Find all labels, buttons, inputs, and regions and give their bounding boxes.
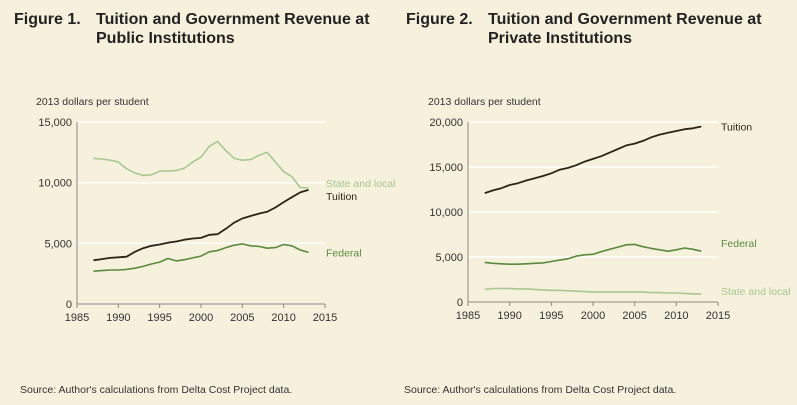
figure-2-title-line1: Tuition and Government Revenue at — [488, 11, 762, 28]
figure-1-source: Source: Author's calculations from Delta… — [20, 384, 293, 396]
series-line-tuition — [484, 125, 702, 194]
chart-2: 0 5,000 10,000 15,000 20,000 1985 1990 1995 2000… — [429, 117, 790, 322]
y-tick-label-20000: 20,000 — [429, 117, 463, 129]
x-tick-label-2005: 2005 — [622, 310, 646, 322]
x-tick-label-2005: 2005 — [230, 312, 254, 324]
figure-2-title-line2: Private Institutions — [488, 30, 633, 47]
series-label-tuition: Tuition — [721, 122, 752, 134]
x-tick-label-2010: 2010 — [271, 312, 295, 324]
figure-1-unit-label: 2013 dollars per student — [36, 96, 149, 108]
figure-1-title-line2: Public Institutions — [96, 30, 235, 47]
x-tick-label-1985: 1985 — [456, 310, 480, 322]
figure-1-title: Figure 1. Tuition and Government Revenue … — [14, 10, 370, 48]
x-tick-label-1995: 1995 — [539, 310, 563, 322]
y-tick-label-10000: 10,000 — [429, 207, 463, 219]
figure-2-source: Source: Author's calculations from Delta… — [404, 384, 677, 396]
y-tick-label-5000: 5,000 — [44, 238, 72, 250]
y-tick-label-0: 0 — [457, 297, 463, 309]
x-tick-label-1990: 1990 — [497, 310, 521, 322]
x-tick-label-2000: 2000 — [189, 312, 213, 324]
x-tick-label-2000: 2000 — [581, 310, 605, 322]
series-label-state-and-local: State and local — [721, 286, 790, 298]
y-tick-label-10000: 10,000 — [38, 178, 72, 190]
x-tick-label-1995: 1995 — [147, 312, 171, 324]
figure-2-unit-label: 2013 dollars per student — [428, 96, 541, 108]
series-line-state-and-local — [93, 140, 309, 189]
series-line-federal — [93, 243, 309, 272]
series-line-state-and-local — [484, 287, 702, 295]
series-line-federal — [484, 243, 702, 266]
y-tick-label-15000: 15,000 — [429, 162, 463, 174]
y-tick-label-0: 0 — [66, 299, 72, 311]
figure-2-title: Figure 2. Tuition and Government Revenue … — [406, 10, 762, 48]
y-tick-label-15000: 15,000 — [38, 117, 72, 129]
series-label-federal: Federal — [721, 238, 757, 250]
y-tick-label-5000: 5,000 — [435, 252, 463, 264]
series-label-federal: Federal — [326, 247, 362, 259]
x-tick-label-1985: 1985 — [65, 312, 89, 324]
x-tick-label-2010: 2010 — [664, 310, 688, 322]
x-tick-label-2015: 2015 — [313, 312, 337, 324]
x-tick-label-2015: 2015 — [706, 310, 730, 322]
chart-1: 0 5,000 10,000 15,000 1985 1990 1995 2000 2005 20… — [38, 117, 395, 324]
figure-1-number: Figure 1. — [14, 11, 81, 28]
series-line-tuition — [93, 189, 309, 262]
figure-1-title-line1: Tuition and Government Revenue at — [96, 11, 370, 28]
series-label-tuition: Tuition — [326, 191, 357, 203]
x-tick-label-1990: 1990 — [106, 312, 130, 324]
series-label-state-and-local: State and local — [326, 178, 395, 190]
figure-2-number: Figure 2. — [406, 11, 473, 28]
